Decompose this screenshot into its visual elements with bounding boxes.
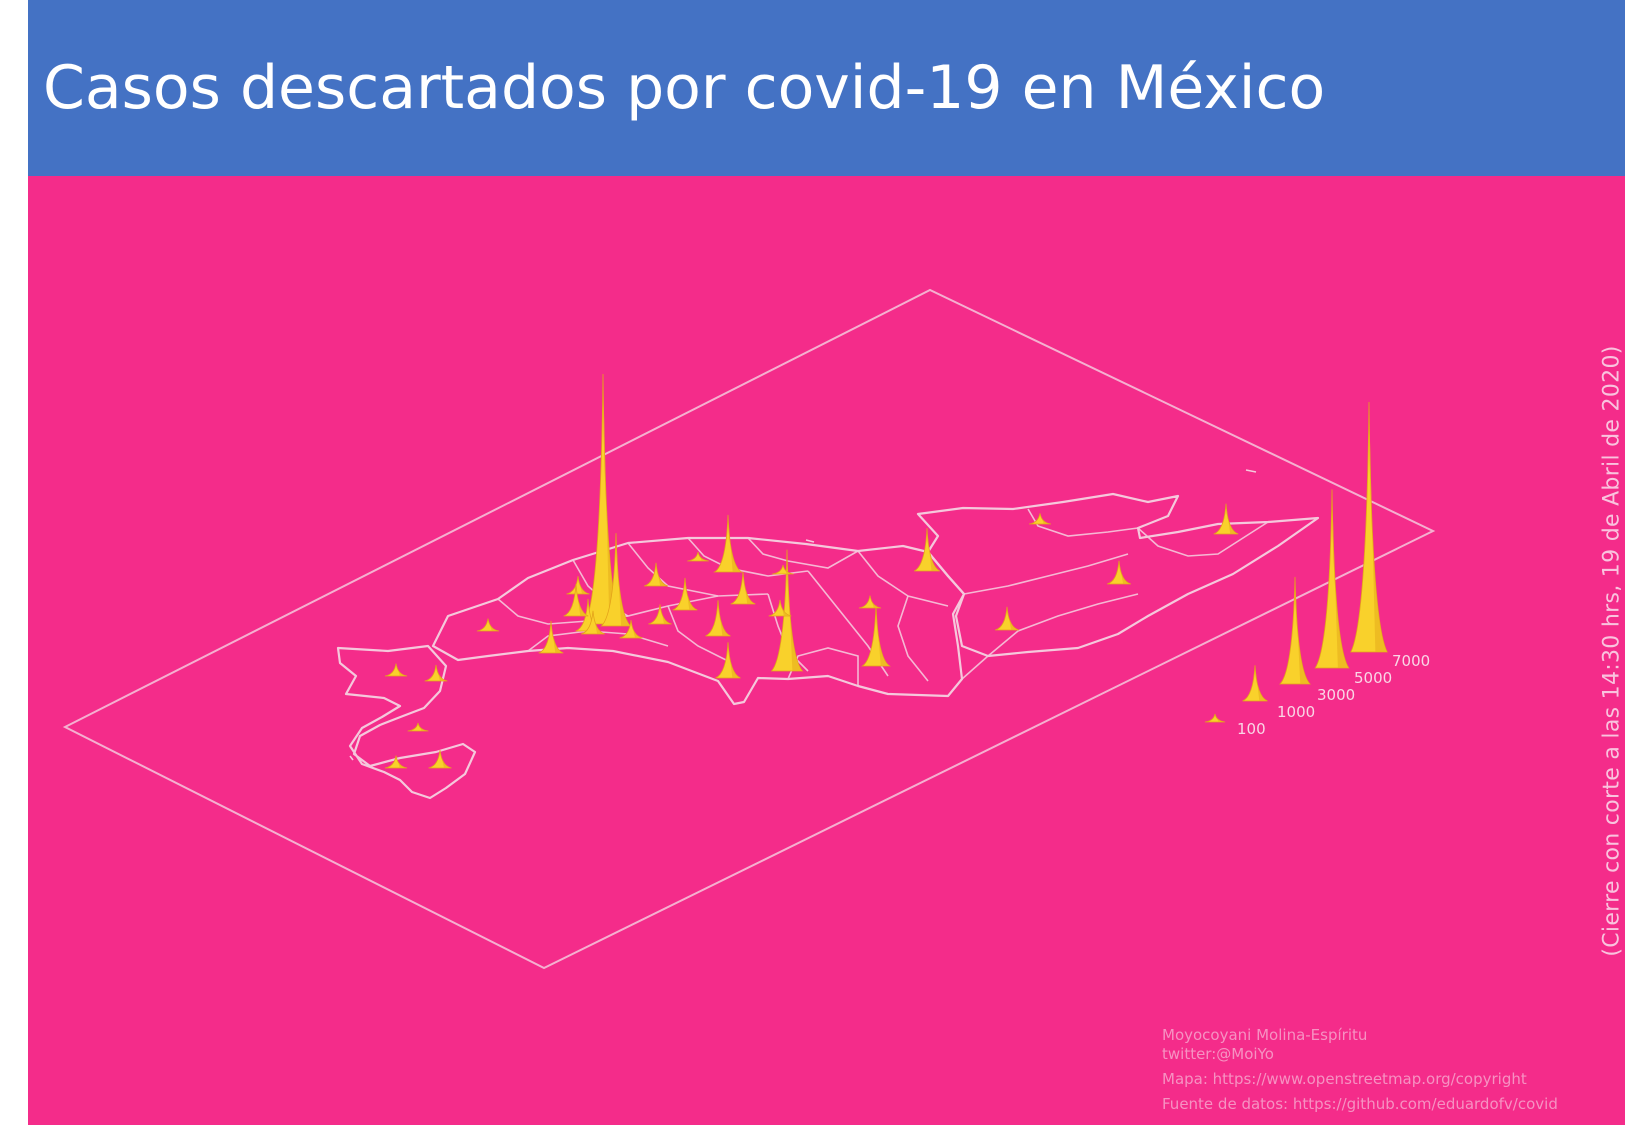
spike-sinaloa [715,642,741,679]
spike-coahuila [768,599,792,617]
spike-baja-california-norte [384,663,408,677]
credit-author: Moyocoyani Molina-Espíritu [1162,1026,1368,1044]
mainland-outline [431,536,966,706]
spike-estado-de-mexico [600,533,632,627]
spike-queretaro [687,551,709,562]
credits: Moyocoyani Molina-Espíritu twitter:@MoiY… [1162,1026,1558,1114]
state-borders [497,508,1269,686]
spike-nayarit [566,576,590,595]
spike-legend-5000 [1314,489,1350,669]
spike-hidalgo [644,562,668,587]
legend-label-1000: 1000 [1277,703,1315,721]
spike-yucatan [1107,560,1131,585]
ground-plane [62,288,1436,970]
page-title: Casos descartados por covid-19 en México [43,53,1326,123]
credit-map-source: Mapa: https://www.openstreetmap.org/copy… [1162,1070,1527,1088]
spike-sonora [476,618,500,632]
spike-baja-california-sur-2 [384,755,408,769]
spike-puebla-cluster-2 [563,583,589,617]
islands [349,469,1257,761]
spike-baja-california-sur [407,722,429,732]
spike-san-luis-potosi [770,549,804,672]
spike-baja-california-sur-3 [428,750,452,769]
spike-jalisco [538,620,564,654]
credit-data-source: Fuente de datos: https://github.com/edua… [1162,1095,1558,1113]
spike-legend-7000 [1350,401,1388,653]
spike-nuevo-leon [858,595,882,609]
spike-campeche [1029,513,1051,525]
spike-legend-1000 [1242,665,1268,702]
legend-label-5000: 5000 [1354,669,1392,687]
legend-label-7000: 7000 [1392,652,1430,670]
northern-states-outline [916,492,1320,658]
spikes-layer [384,373,1239,769]
spike-tamaulipas [913,528,941,572]
spike-guanajuato [713,514,743,573]
spike-michoacan [619,620,643,639]
spike-aguascalientes [705,600,731,637]
spike-baja-california-norte-2 [424,664,448,682]
spike-chihuahua [861,605,891,667]
spike-durango [772,564,794,575]
spike-guerrero [648,604,672,625]
legend-label-100: 100 [1237,720,1266,738]
baja-california-outline [336,644,477,800]
spike-legend-100 [1204,713,1226,723]
spike-tabasco [995,606,1019,631]
header-bar: Casos descartados por covid-19 en México [28,0,1625,176]
map-panel: 100 1000 3000 5000 7000 [28,176,1625,1125]
spike-quintana-roo [1213,503,1239,535]
spike-veracruz [730,571,756,605]
cutoff-note-text: (Cierre con corte a las 14:30 hrs, 19 de… [1599,345,1625,957]
spike-legend-3000 [1279,576,1311,685]
spike-zacatecas [672,577,698,611]
credit-twitter: twitter:@MoiYo [1162,1045,1274,1063]
legend-label-3000: 3000 [1317,686,1355,704]
spike-morelos [581,610,605,635]
